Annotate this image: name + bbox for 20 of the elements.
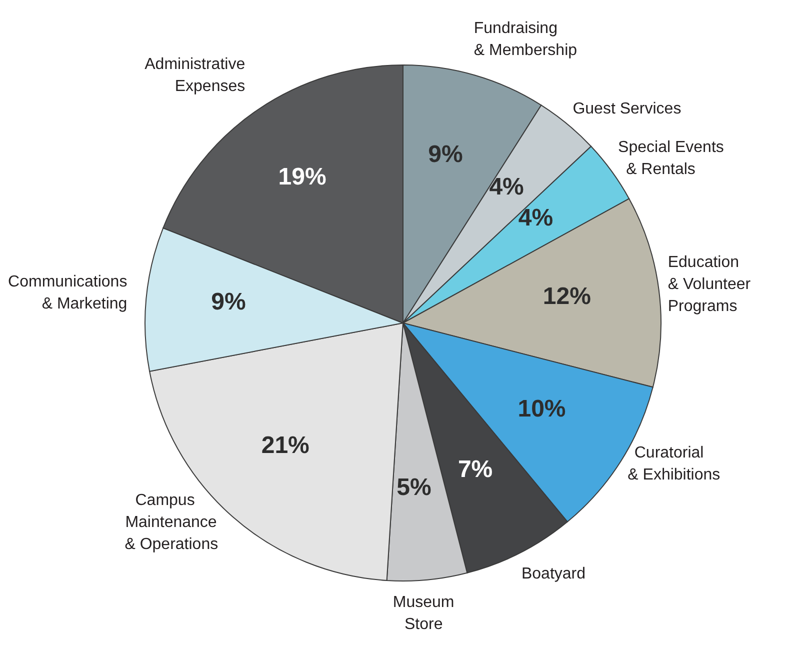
slice-label: Education & Volunteer Programs	[668, 254, 752, 315]
data-label: 21%	[261, 432, 310, 460]
slice-label: Campus Maintenance & Operations	[124, 492, 218, 554]
slice-label: Museum Store	[392, 594, 454, 633]
data-label: 5%	[396, 474, 432, 502]
data-label: 10%	[518, 396, 566, 423]
data-label: 12%	[542, 283, 591, 310]
data-label: 7%	[458, 456, 493, 484]
data-label: 9%	[428, 140, 463, 168]
data-label: 4%	[489, 173, 524, 200]
slice-label: Fundraising & Membership	[474, 20, 578, 59]
slice-label: Guest Services	[572, 100, 682, 118]
slice-label: Communications & Marketing	[8, 273, 128, 312]
data-label: 4%	[518, 204, 554, 232]
slice-label: Curatorial & Exhibitions	[628, 444, 720, 484]
slice-label: Boatyard	[521, 565, 586, 582]
data-label: 19%	[278, 164, 326, 191]
slice-label: Special Events & Rentals	[618, 139, 724, 178]
data-label: 9%	[211, 288, 246, 316]
slice-label: Administrative Expenses	[144, 56, 246, 96]
